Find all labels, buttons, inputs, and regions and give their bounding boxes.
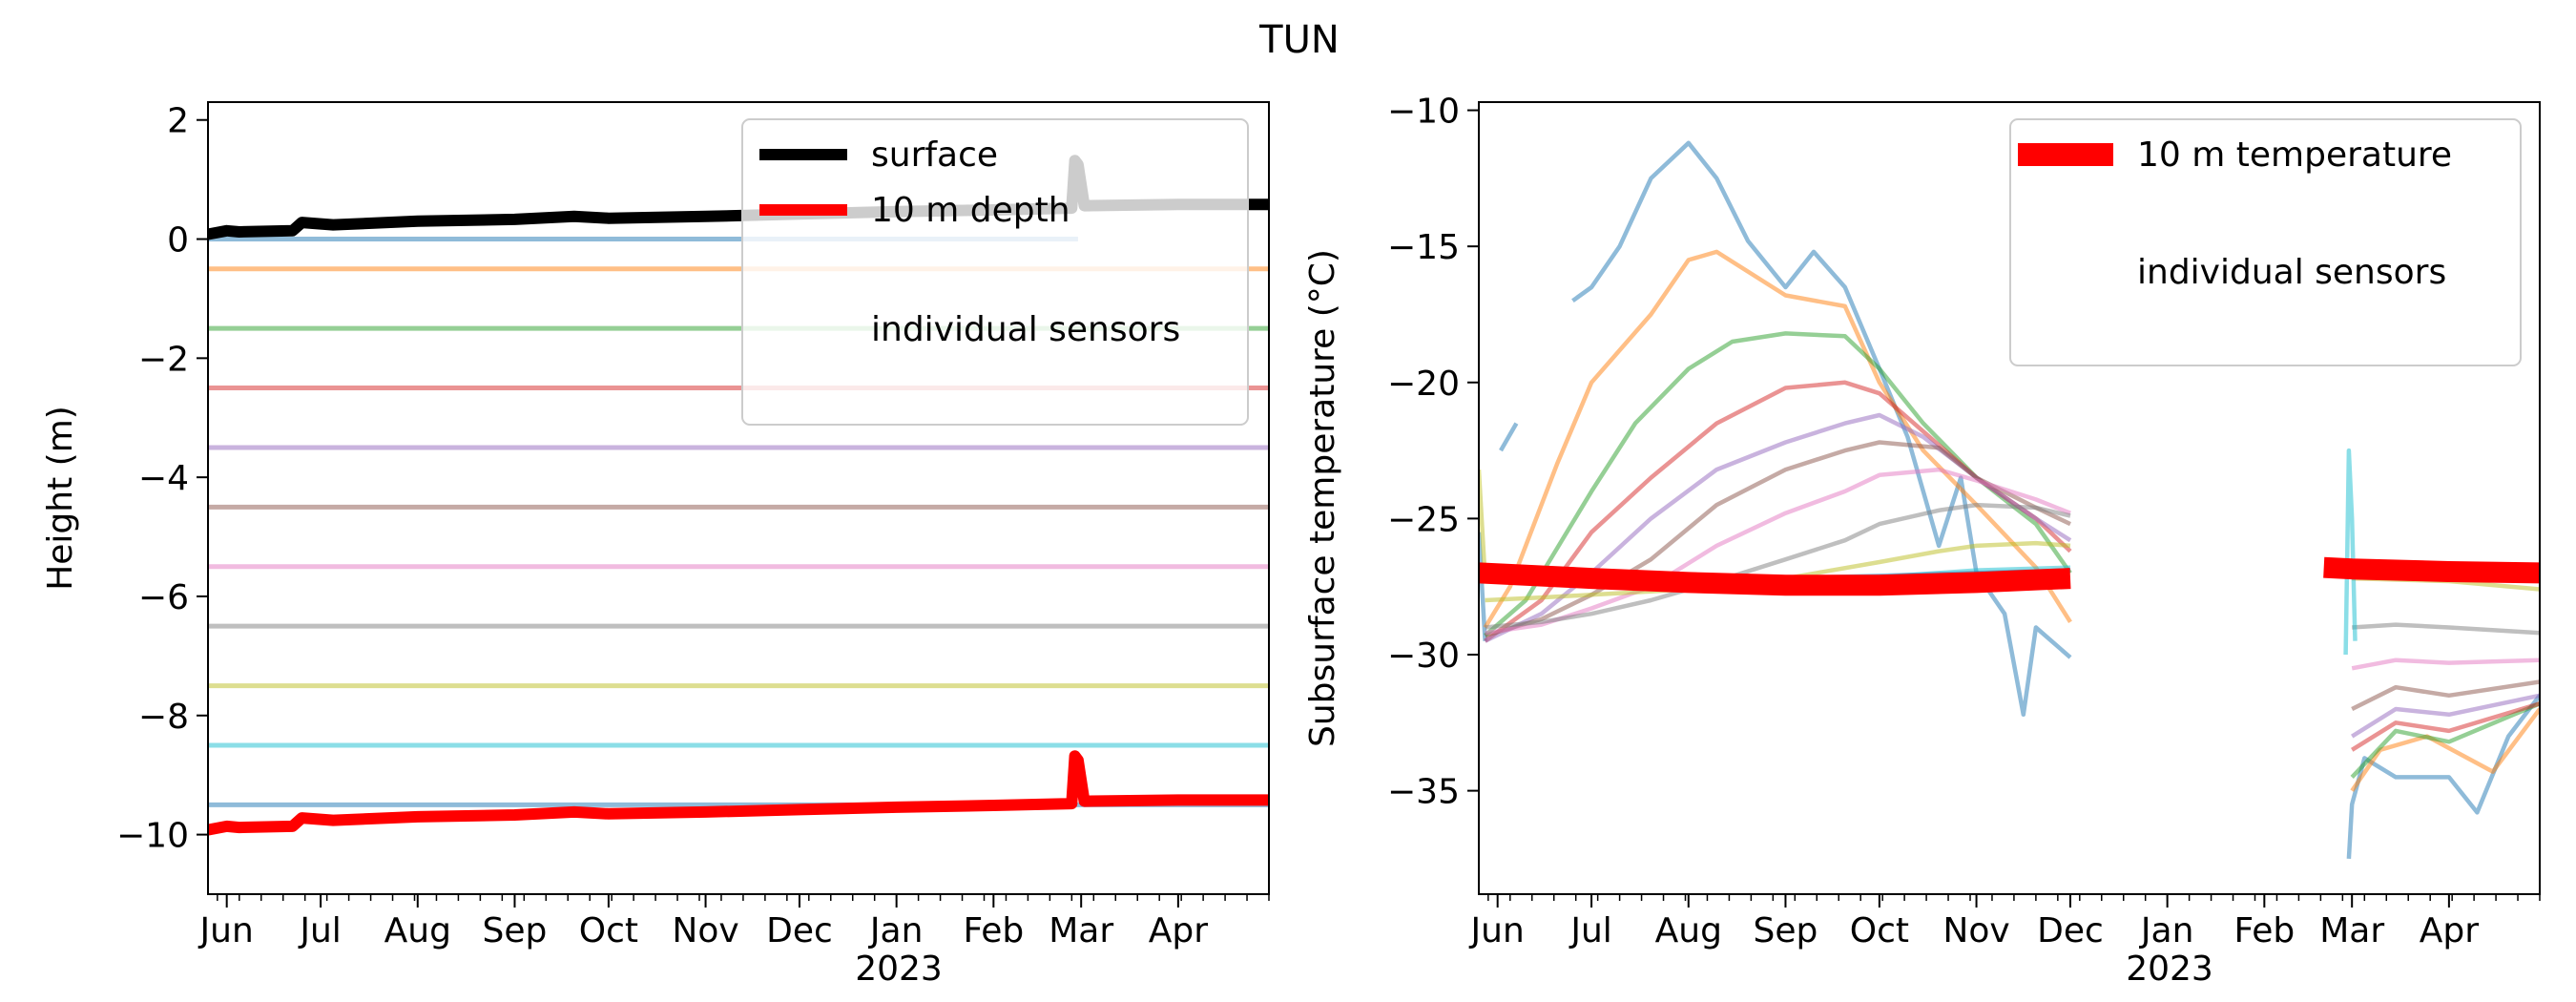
temperature-x-ticks: Jun Jul Aug Sep Oct Nov Dec Jan Feb Mar Apr [1469,894,2541,950]
temperature-x-tick-label: Dec [2037,911,2104,950]
height-y-tick-label: −2 [138,340,189,379]
sensor-temperature-line [2343,448,2358,656]
temperature-x-tick-label: Jul [1568,911,1611,950]
sensor-temperature-line [1485,467,2071,636]
height-x-tick-label: Mar [1049,911,1113,950]
temperature-y-tick-label: −10 [1387,93,1460,132]
temperature-x-tick-label: Sep [1754,911,1818,950]
height-x-tick-label: Sep [483,911,548,950]
temperature-x-tick-label: Aug [1655,911,1722,950]
temperature-y-tick-label: −25 [1387,500,1460,539]
temperature-10m-line [2323,556,2540,584]
temperature-x-tick-label: Jan [2139,911,2194,950]
legend-label-10m-temperature: 10 m temperature [2137,136,2452,175]
height-y-axis-label: Height (m) [41,406,80,591]
temperature-legend-box [2009,118,2522,366]
temperature-x-tick-label: Nov [1942,911,2009,950]
temperature-panel: −10 −15 −20 −25 −30 −35 Jun Jul Aug Sep Oct Nov Dec… [1303,93,2541,989]
sensor-temperature-line [1479,469,1487,579]
height-y-tick-label: −4 [138,459,189,498]
height-x-tick-label: Jul [298,911,341,950]
legend-label-individual-sensors: individual sensors [2137,253,2446,292]
sensor-temperature-line [1479,532,1487,641]
temperature-x-tick-label: Apr [2420,911,2479,950]
figure-title: TUN [1258,18,1340,62]
height-y-tick-label: −10 [116,817,189,856]
height-axes-frame [207,101,1270,895]
temperature-legend: 10 m temperature individual sensors [2009,118,2522,366]
legend-label-surface: surface [871,136,998,175]
sensor-temperature-line [2352,622,2540,636]
temperature-10m-line [1479,562,2071,596]
temperature-year-label: 2023 [2126,950,2213,989]
height-x-tick-label: Jun [198,911,254,950]
height-legend-box [741,118,1249,426]
temperature-y-tick-label: −30 [1387,637,1460,676]
height-panel: 2 0 −2 −4 −6 −8 −10 Jun Jul Aug Sep Oct Nov Dec Jan Fe… [41,101,1270,989]
height-x-tick-label: Nov [672,911,738,950]
height-y-ticks: 2 0 −2 −4 −6 −8 −10 [116,102,208,856]
depth-10m-line [208,750,1269,836]
sensor-temperature-line [1485,502,2071,630]
height-y-tick-label: −8 [138,698,189,737]
temperature-x-tick-label: Oct [1850,911,1909,950]
sensor-temperature-line [2351,693,2540,739]
temperature-x-tick-label: Feb [2233,911,2295,950]
sensor-temperature-line [2351,701,2540,752]
temperature-series [1479,556,2540,596]
height-x-ticks: Jun Jul Aug Sep Oct Nov Dec Jan Feb Mar Apr [198,894,1270,950]
sensor-temperature-line [2346,694,2540,860]
sensor-temperature-line [2350,701,2540,779]
height-x-tick-label: Oct [579,911,638,950]
legend-label-10m-depth: 10 m depth [871,191,1070,230]
temperature-y-tick-label: −35 [1387,773,1460,812]
temperature-x-tick-label: Mar [2319,911,2384,950]
sensor-temperature-line [1571,140,2072,718]
height-x-tick-label: Aug [384,911,451,950]
height-x-tick-label: Feb [963,911,1024,950]
height-x-tick-label: Dec [766,911,833,950]
height-year-label: 2023 [855,950,943,989]
temperature-axes-frame [1478,101,2541,895]
sensor-temperature-line [1483,249,2072,629]
sensor-temperature-line [1499,422,1519,452]
temperature-y-tick-label: −20 [1387,365,1460,404]
height-y-tick-label: −6 [138,578,189,617]
height-y-tick-label: 0 [167,221,189,261]
legend-label-individual-sensors: individual sensors [871,310,1180,349]
height-legend: surface 10 m depth individual sensors [741,118,1249,426]
temperature-y-tick-label: −15 [1387,228,1460,267]
sensor-temperature-line [1485,540,2071,603]
height-x-tick-label: Apr [1149,911,1208,950]
height-y-tick-label: 2 [167,102,189,141]
sensor-temperature-line [2351,679,2540,712]
sensor-temperature-lines [1479,140,2540,860]
sensor-temperature-line [2351,658,2540,671]
temperature-x-tick-label: Jun [1469,911,1525,950]
height-x-tick-label: Jan [868,911,924,950]
temperature-y-ticks: −10 −15 −20 −25 −30 −35 [1387,93,1479,812]
temperature-y-axis-label: Subsurface temperature (°C) [1303,249,1342,747]
